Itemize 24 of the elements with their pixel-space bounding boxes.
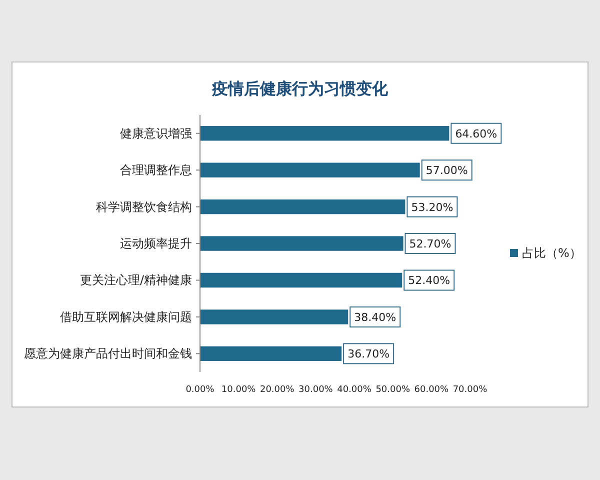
y-tick-label: 愿意为健康产品付出时间和金钱 bbox=[24, 346, 192, 361]
y-tick-label: 合理调整作息 bbox=[120, 163, 192, 178]
x-tick-label: 40.00% bbox=[337, 385, 372, 395]
y-tick-label: 健康意识增强 bbox=[120, 126, 192, 140]
legend-label: 占比（%） bbox=[522, 246, 582, 260]
data-label: 53.20% bbox=[411, 200, 454, 214]
x-tick-label: 0.00% bbox=[186, 385, 215, 395]
y-tick-label: 运动频率提升 bbox=[120, 236, 192, 250]
x-tick-label: 50.00% bbox=[376, 385, 410, 395]
x-tick-label: 30.00% bbox=[298, 385, 334, 395]
data-label: 64.60% bbox=[455, 127, 498, 140]
data-label: 36.70% bbox=[348, 348, 390, 361]
y-tick-label: 科学调整饮食结构 bbox=[96, 200, 192, 214]
chart-title: 疫情后健康行为习惯变化 bbox=[211, 79, 389, 98]
data-label: 38.40% bbox=[354, 310, 396, 324]
y-tick-label: 借助互联网解决健康问题 bbox=[60, 310, 192, 324]
data-label: 52.70% bbox=[409, 238, 452, 250]
data-label: 52.40% bbox=[408, 274, 450, 288]
x-tick-label: 10.00% bbox=[221, 385, 256, 395]
x-tick-label: 20.00% bbox=[260, 385, 295, 395]
x-tick-label: 70.00% bbox=[452, 385, 488, 395]
y-tick-label: 更关注心理/精神健康 bbox=[80, 273, 192, 288]
x-tick-label: 60.00% bbox=[414, 385, 450, 395]
data-label: 57.00% bbox=[426, 164, 468, 178]
